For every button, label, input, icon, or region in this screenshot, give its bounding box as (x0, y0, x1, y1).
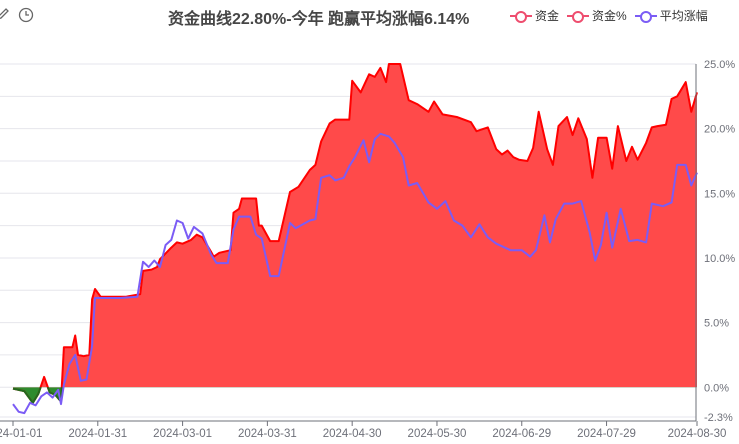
y-tick-label: 25.0% (704, 59, 735, 71)
y-tick-label: 5.0% (704, 318, 729, 330)
x-tick-label: 2024-05-30 (408, 428, 467, 440)
legend-label-capital-pct: 资金% (592, 9, 627, 23)
x-tick-label: 2024-01-01 (0, 428, 42, 440)
y-tick-label: 15.0% (704, 188, 735, 200)
legend-item-capital-pct[interactable]: 资金% (567, 7, 627, 24)
legend-marker-average (634, 10, 657, 23)
x-tick-label: 2024-06-29 (492, 428, 551, 440)
legend-label-average: 平均涨幅 (659, 9, 708, 23)
clock-icon[interactable] (18, 7, 34, 28)
y-tick-label: -2.3% (704, 412, 733, 424)
x-tick-label: 2024-08-30 (668, 428, 727, 440)
x-tick-label: 2024-03-31 (238, 428, 297, 440)
capital-area-positive (40, 64, 697, 388)
legend-label-capital: 资金 (535, 9, 560, 23)
y-tick-label: 0.0% (704, 382, 729, 394)
x-tick-label: 2024-01-31 (68, 428, 127, 440)
chart-legend: 资金 资金% 平均涨幅 (510, 7, 708, 24)
y-tick-label: 10.0% (704, 253, 735, 265)
legend-marker-capital-pct (567, 10, 590, 23)
chart-title: 资金曲线22.80%-今年 跑赢平均涨幅6.14% (168, 11, 470, 28)
capital-line (12, 63, 698, 404)
legend-marker-capital (510, 10, 532, 23)
average-line (12, 132, 698, 415)
legend-item-average[interactable]: 平均涨幅 (634, 7, 708, 24)
x-tick-label: 2024-03-01 (153, 428, 212, 440)
legend-item-capital[interactable]: 资金 (510, 7, 559, 24)
x-tick-label: 2024-07-29 (577, 428, 636, 440)
y-tick-label: 20.0% (704, 124, 735, 136)
pencil-icon[interactable] (0, 7, 10, 26)
x-tick-label: 2024-04-30 (323, 428, 382, 440)
